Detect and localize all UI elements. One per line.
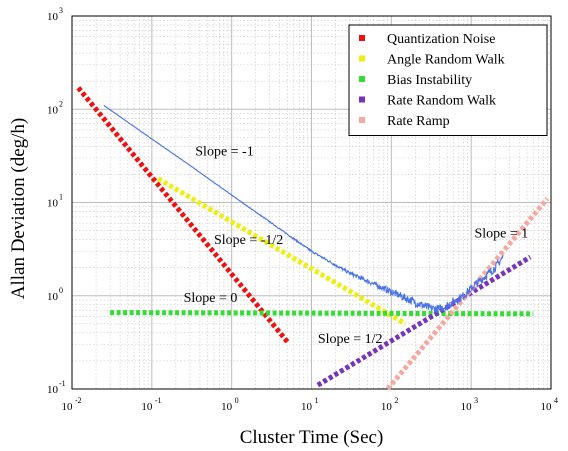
legend-label: Quantization Noise bbox=[387, 32, 495, 47]
x-tick-label: 104 bbox=[541, 396, 559, 413]
svg-text:1: 1 bbox=[315, 396, 319, 405]
svg-text:3: 3 bbox=[474, 396, 478, 405]
y-tick-label: 101 bbox=[47, 193, 63, 210]
annotation-layer: Slope = -1 Slope = -1/2 Slope = 0 Slope = 1… bbox=[184, 144, 529, 347]
svg-text:1: 1 bbox=[59, 193, 63, 202]
svg-text:10: 10 bbox=[47, 291, 59, 303]
svg-text:-1: -1 bbox=[155, 396, 162, 405]
svg-text:10: 10 bbox=[47, 384, 59, 396]
slope-annotation: Slope = 1/2 bbox=[318, 332, 383, 347]
legend-label: Rate Ramp bbox=[387, 114, 450, 129]
slope-annotation: Slope = -1 bbox=[195, 144, 253, 159]
x-tick-label: 102 bbox=[381, 396, 399, 413]
y-tick-label: 103 bbox=[47, 6, 63, 23]
x-tick-label: 10-2 bbox=[62, 396, 82, 413]
svg-text:10: 10 bbox=[541, 401, 553, 413]
svg-text:10: 10 bbox=[141, 401, 153, 413]
svg-text:10: 10 bbox=[461, 401, 473, 413]
legend-swatch bbox=[359, 76, 365, 82]
svg-text:2: 2 bbox=[59, 99, 63, 108]
series-line-angle-random-walk bbox=[156, 176, 407, 326]
series-layer bbox=[76, 86, 550, 391]
svg-text:2: 2 bbox=[394, 396, 398, 405]
svg-text:10: 10 bbox=[47, 198, 59, 210]
slope-annotation: Slope = -1/2 bbox=[214, 233, 283, 248]
svg-text:0: 0 bbox=[235, 396, 239, 405]
y-axis-title: Allan Deviation (deg/h) bbox=[8, 118, 29, 300]
slope-annotation: Slope = 0 bbox=[184, 291, 238, 306]
y-tick-label: 100 bbox=[47, 286, 63, 303]
svg-text:0: 0 bbox=[59, 286, 63, 295]
svg-text:10: 10 bbox=[47, 11, 59, 23]
x-tick-label: 10-1 bbox=[141, 396, 161, 413]
legend-item: Rate Random Walk bbox=[359, 94, 496, 109]
svg-text:10: 10 bbox=[221, 401, 233, 413]
y-tick-label: 102 bbox=[47, 99, 63, 116]
svg-text:10: 10 bbox=[301, 401, 313, 413]
x-tick-label: 103 bbox=[461, 396, 479, 413]
x-axis-title: Cluster Time (Sec) bbox=[240, 427, 384, 448]
legend-swatch bbox=[359, 117, 365, 123]
legend-swatch bbox=[359, 35, 365, 41]
svg-text:10: 10 bbox=[47, 104, 59, 116]
y-tick-label: 10-1 bbox=[47, 379, 66, 396]
legend-label: Rate Random Walk bbox=[387, 94, 496, 109]
measured-allan-curve bbox=[103, 104, 504, 314]
svg-text:-1: -1 bbox=[59, 379, 66, 388]
svg-text:10: 10 bbox=[62, 401, 74, 413]
x-tick-label: 100 bbox=[221, 396, 239, 413]
series-line-rate-random-walk bbox=[316, 254, 532, 388]
legend: Quantization Noise Angle Random Walk Bias … bbox=[348, 24, 548, 136]
legend-item: Rate Ramp bbox=[359, 114, 450, 129]
svg-text:3: 3 bbox=[59, 6, 63, 15]
x-tick-label: 101 bbox=[301, 396, 319, 413]
series-line-quantization-noise bbox=[76, 86, 290, 344]
legend-box bbox=[348, 24, 548, 136]
measured-curve-layer bbox=[103, 104, 504, 314]
svg-text:-2: -2 bbox=[75, 396, 82, 405]
legend-label: Bias Instability bbox=[387, 73, 472, 88]
svg-text:10: 10 bbox=[381, 401, 393, 413]
series-line-bias-instability bbox=[110, 310, 534, 317]
legend-swatch bbox=[359, 55, 365, 62]
legend-item: Quantization Noise bbox=[359, 32, 495, 47]
slope-annotation: Slope = 1 bbox=[474, 227, 528, 242]
legend-swatch bbox=[359, 96, 365, 103]
plot-area bbox=[71, 15, 552, 390]
legend-label: Angle Random Walk bbox=[387, 53, 505, 68]
legend-item: Bias Instability bbox=[359, 73, 472, 88]
svg-text:4: 4 bbox=[554, 396, 558, 405]
legend-item: Angle Random Walk bbox=[359, 53, 505, 68]
